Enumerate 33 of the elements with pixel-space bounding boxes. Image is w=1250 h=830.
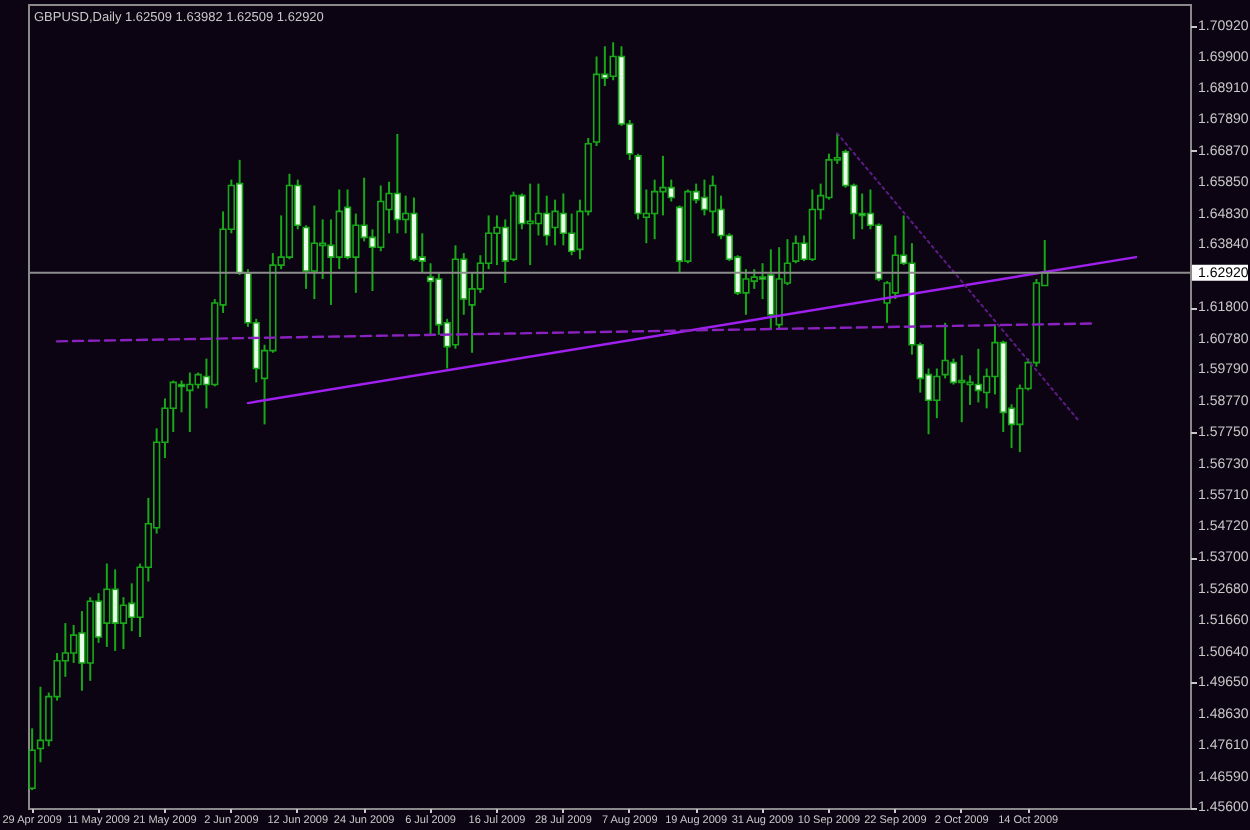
candlestick xyxy=(551,198,559,247)
candlestick xyxy=(493,214,501,267)
candlestick xyxy=(327,218,335,306)
candlestick xyxy=(750,268,758,290)
candlestick xyxy=(767,248,775,330)
candlestick xyxy=(119,596,128,651)
candlestick xyxy=(310,204,318,301)
candlestick xyxy=(651,178,659,241)
candlestick xyxy=(534,182,543,237)
candlestick xyxy=(709,174,717,235)
candlestick xyxy=(393,132,401,235)
candlestick xyxy=(949,357,958,386)
candlestick xyxy=(103,562,111,648)
candlestick xyxy=(568,212,576,257)
candlestick xyxy=(426,262,435,336)
candlestick xyxy=(958,354,966,424)
candlestick xyxy=(775,246,783,330)
candlestick xyxy=(543,194,551,247)
candlestick xyxy=(177,379,186,414)
candlestick xyxy=(974,347,982,404)
candlestick xyxy=(667,178,675,203)
candlestick xyxy=(858,192,866,231)
candlestick xyxy=(792,234,800,265)
candlestick xyxy=(700,178,709,217)
candlestick xyxy=(559,192,567,247)
candlestick xyxy=(891,234,899,301)
candlestick xyxy=(319,218,327,280)
candlestick xyxy=(111,568,119,652)
candlestick xyxy=(335,188,343,271)
candlestick xyxy=(526,182,534,267)
candlestick xyxy=(186,371,194,434)
candlestick xyxy=(70,623,78,664)
candlestick xyxy=(377,184,385,253)
